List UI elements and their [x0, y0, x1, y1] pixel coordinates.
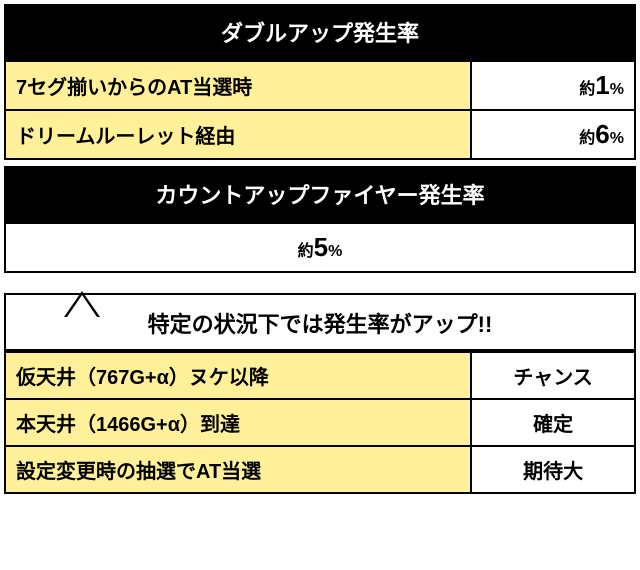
section1-table: 7セグ揃いからのAT当選時 約1% ドリームルーレット経由 約6%	[4, 60, 636, 160]
table-row: 本天井（1466G+α）到達 確定	[5, 399, 635, 446]
percent-suffix: %	[610, 81, 624, 98]
row-value: 約1%	[471, 61, 635, 110]
row-label: 本天井（1466G+α）到達	[5, 399, 471, 446]
page-container: ダブルアップ発生率 7セグ揃いからのAT当選時 約1% ドリームルーレット経由 …	[0, 0, 640, 498]
row-label: 設定変更時の抽選でAT当選	[5, 446, 471, 493]
table-row: 約5%	[5, 223, 635, 272]
percent-prefix: 約	[298, 243, 314, 260]
percent-suffix: %	[328, 243, 342, 260]
section2-table: 約5%	[4, 222, 636, 273]
row-value: 約5%	[5, 223, 635, 272]
percent-prefix: 約	[579, 81, 595, 98]
percent-number: 1	[595, 70, 609, 100]
section1-header: ダブルアップ発生率	[4, 4, 636, 60]
row-label: 7セグ揃いからのAT当選時	[5, 61, 471, 110]
table-row: 仮天井（767G+α）ヌケ以降 チャンス	[5, 352, 635, 399]
percent-suffix: %	[610, 130, 624, 147]
row-label: ドリームルーレット経由	[5, 110, 471, 159]
table-row: 設定変更時の抽選でAT当選 期待大	[5, 446, 635, 493]
percent-number: 5	[314, 232, 328, 262]
percent-prefix: 約	[579, 130, 595, 147]
table-row: ドリームルーレット経由 約6%	[5, 110, 635, 159]
row-value: チャンス	[471, 352, 635, 399]
percent-number: 6	[595, 119, 609, 149]
row-value: 期待大	[471, 446, 635, 493]
section2-header: カウントアップファイヤー発生率	[4, 166, 636, 222]
section3-table: 仮天井（767G+α）ヌケ以降 チャンス 本天井（1466G+α）到達 確定 設…	[4, 351, 636, 494]
row-label: 仮天井（767G+α）ヌケ以降	[5, 352, 471, 399]
table-row: 7セグ揃いからのAT当選時 約1%	[5, 61, 635, 110]
row-value: 確定	[471, 399, 635, 446]
callout-wrapper: 特定の状況下では発生率がアップ!!	[4, 293, 636, 351]
callout-pointer-inner-icon	[67, 295, 97, 317]
row-value: 約6%	[471, 110, 635, 159]
